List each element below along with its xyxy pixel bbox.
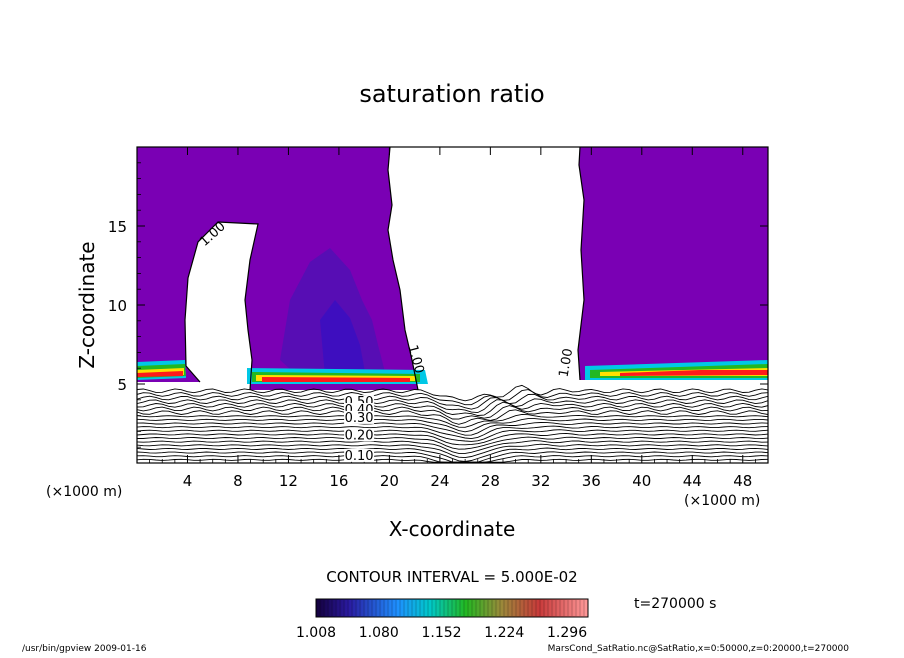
footer-program: /usr/bin/gpview 2009-01-16 [22, 644, 147, 654]
contour-1-00-left [184, 221, 259, 391]
contour-line [137, 443, 768, 459]
x-tick-label: 4 [183, 472, 193, 490]
contour-line [137, 432, 768, 446]
contour-line [137, 440, 768, 454]
x-tick-label: 44 [683, 472, 702, 490]
x-axis-ticks: 4 8 12 16 20 24 28 32 36 40 44 48 [149, 147, 756, 490]
x-tick-label: 8 [233, 472, 243, 490]
contour-line [137, 429, 768, 442]
x-tick-label: 20 [380, 472, 399, 490]
x-tick-label: 12 [279, 472, 298, 490]
x-tick-label: 32 [531, 472, 550, 490]
contour-label-bg [344, 410, 375, 424]
contour-line [137, 405, 768, 420]
contour-1-00-middle [387, 147, 419, 391]
x-tick-label: 28 [481, 472, 500, 490]
x-tick-label: 24 [430, 472, 449, 490]
y-axis-ticks: 5 10 15 [108, 162, 768, 448]
contour-line [137, 447, 768, 462]
footer-source: MarsCond_SatRatio.nc@SatRatio,x=0:50000,… [548, 644, 850, 654]
x-axis-unit: (×1000 m) [684, 493, 760, 509]
colorbar-tick-label: 1.152 [421, 625, 461, 641]
colorbar-stripes [319, 600, 585, 616]
contour-label: 0.20 [345, 428, 374, 443]
contour-lines [137, 384, 768, 463]
contour-label-bg [344, 428, 375, 442]
plot-area [137, 147, 768, 463]
colorbar-tick-label: 1.008 [296, 625, 336, 641]
contour-label-bg [344, 448, 375, 462]
contour-line [137, 413, 768, 428]
contour-line [137, 384, 768, 402]
colorbar-tick-label: 1.224 [484, 625, 524, 641]
contour-label: 1.00 [557, 347, 577, 378]
x-tick-label: 16 [329, 472, 348, 490]
contour-line [137, 389, 768, 406]
x-tick-label: 48 [733, 472, 752, 490]
contour-line [137, 422, 768, 436]
y-tick-label: 15 [108, 218, 127, 236]
contour-line [137, 418, 768, 433]
blue-patch-inner [320, 300, 365, 376]
y-tick-label: 5 [117, 376, 127, 394]
time-label: t=270000 s [634, 596, 716, 612]
contour-label: 1.00 [405, 343, 427, 375]
y-tick-label: 10 [108, 297, 127, 315]
band-red [137, 370, 768, 382]
contour-line [137, 425, 768, 440]
x-tick-label: 40 [632, 472, 651, 490]
contour-label: 0.10 [345, 449, 374, 464]
chart-title: saturation ratio [359, 80, 544, 108]
y-axis-unit: (×1000 m) [46, 484, 122, 500]
colorbar-tick-label: 1.080 [359, 625, 399, 641]
x-tick-label: 36 [582, 472, 601, 490]
contour-line [137, 393, 768, 410]
contour-interval: CONTOUR INTERVAL = 5.000E-02 [326, 568, 577, 586]
contour-line [137, 436, 768, 450]
colorbar-tick-label: 1.296 [547, 625, 587, 641]
contour-line [137, 401, 768, 416]
contour-line [137, 398, 768, 414]
contour-1-00-right [577, 147, 585, 381]
y-axis-label: Z-coordinate [75, 241, 99, 368]
colorbar-tick-labels: 1.008 1.080 1.152 1.224 1.296 [296, 625, 587, 641]
x-axis-label: X-coordinate [389, 517, 516, 541]
contour-label: 0.30 [345, 411, 374, 426]
contour-line [137, 409, 768, 425]
